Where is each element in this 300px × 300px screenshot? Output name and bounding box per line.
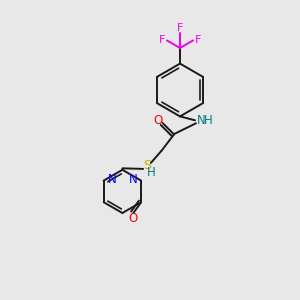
Text: O: O — [153, 113, 162, 127]
Text: N: N — [108, 172, 116, 186]
Text: O: O — [128, 212, 138, 225]
Text: S: S — [143, 159, 151, 172]
Text: N: N — [128, 172, 137, 186]
Text: N: N — [196, 114, 205, 128]
Text: F: F — [195, 35, 201, 45]
Text: H: H — [147, 166, 156, 179]
Text: H: H — [204, 114, 213, 128]
Text: F: F — [159, 35, 165, 45]
Text: F: F — [177, 23, 183, 33]
